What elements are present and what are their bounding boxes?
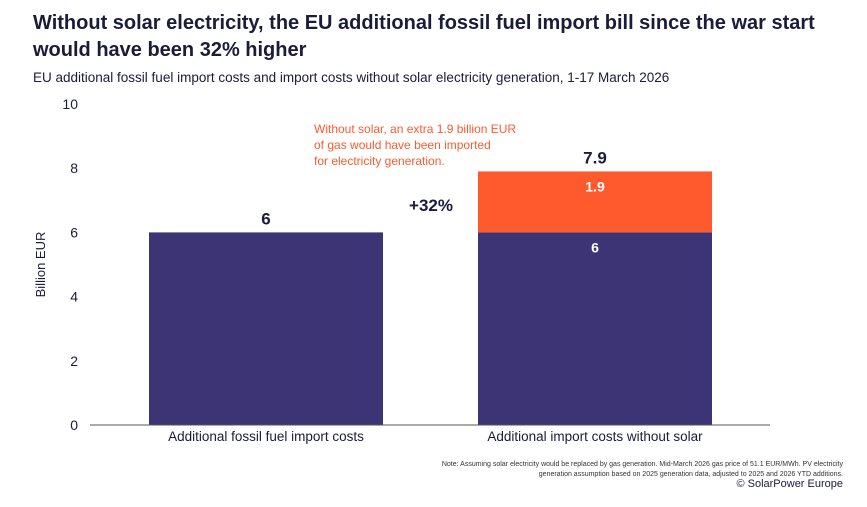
chart-title: Without solar electricity, the EU additi…	[33, 12, 815, 61]
note-line-2: generation assumption based on 2025 gene…	[538, 471, 843, 478]
segment-label: 1.9	[585, 178, 605, 194]
callout-line: Without solar, an extra 1.9 billion EUR	[314, 122, 516, 136]
bar-segment	[478, 232, 712, 425]
note-line-1: Note: Assuming solar electricity would b…	[441, 461, 843, 468]
callout-line: of gas would have been imported	[314, 138, 491, 152]
credit: © SolarPower Europe	[736, 478, 843, 490]
total-label: 7.9	[583, 148, 607, 167]
y-tick-label: 2	[70, 353, 78, 369]
bar-segment	[478, 171, 712, 233]
bar-segment	[149, 232, 383, 425]
increase-annotation: +32%	[409, 196, 453, 215]
y-tick-label: 0	[70, 417, 78, 433]
x-tick-label: Additional import costs without solar	[487, 429, 703, 444]
segment-label: 6	[591, 239, 599, 255]
total-label: 6	[261, 209, 270, 228]
y-tick-label: 10	[62, 96, 78, 112]
y-tick-label: 8	[70, 160, 78, 176]
y-axis-label: Billion EUR	[33, 232, 48, 298]
callout-line: for electricity generation.	[314, 154, 445, 168]
chart-subtitle: EU additional fossil fuel import costs a…	[33, 70, 670, 85]
y-tick-label: 4	[70, 289, 78, 305]
note: Note: Assuming solar electricity would b…	[442, 460, 843, 480]
y-tick-label: 6	[70, 224, 78, 240]
x-tick-label: Additional fossil fuel import costs	[168, 429, 364, 444]
